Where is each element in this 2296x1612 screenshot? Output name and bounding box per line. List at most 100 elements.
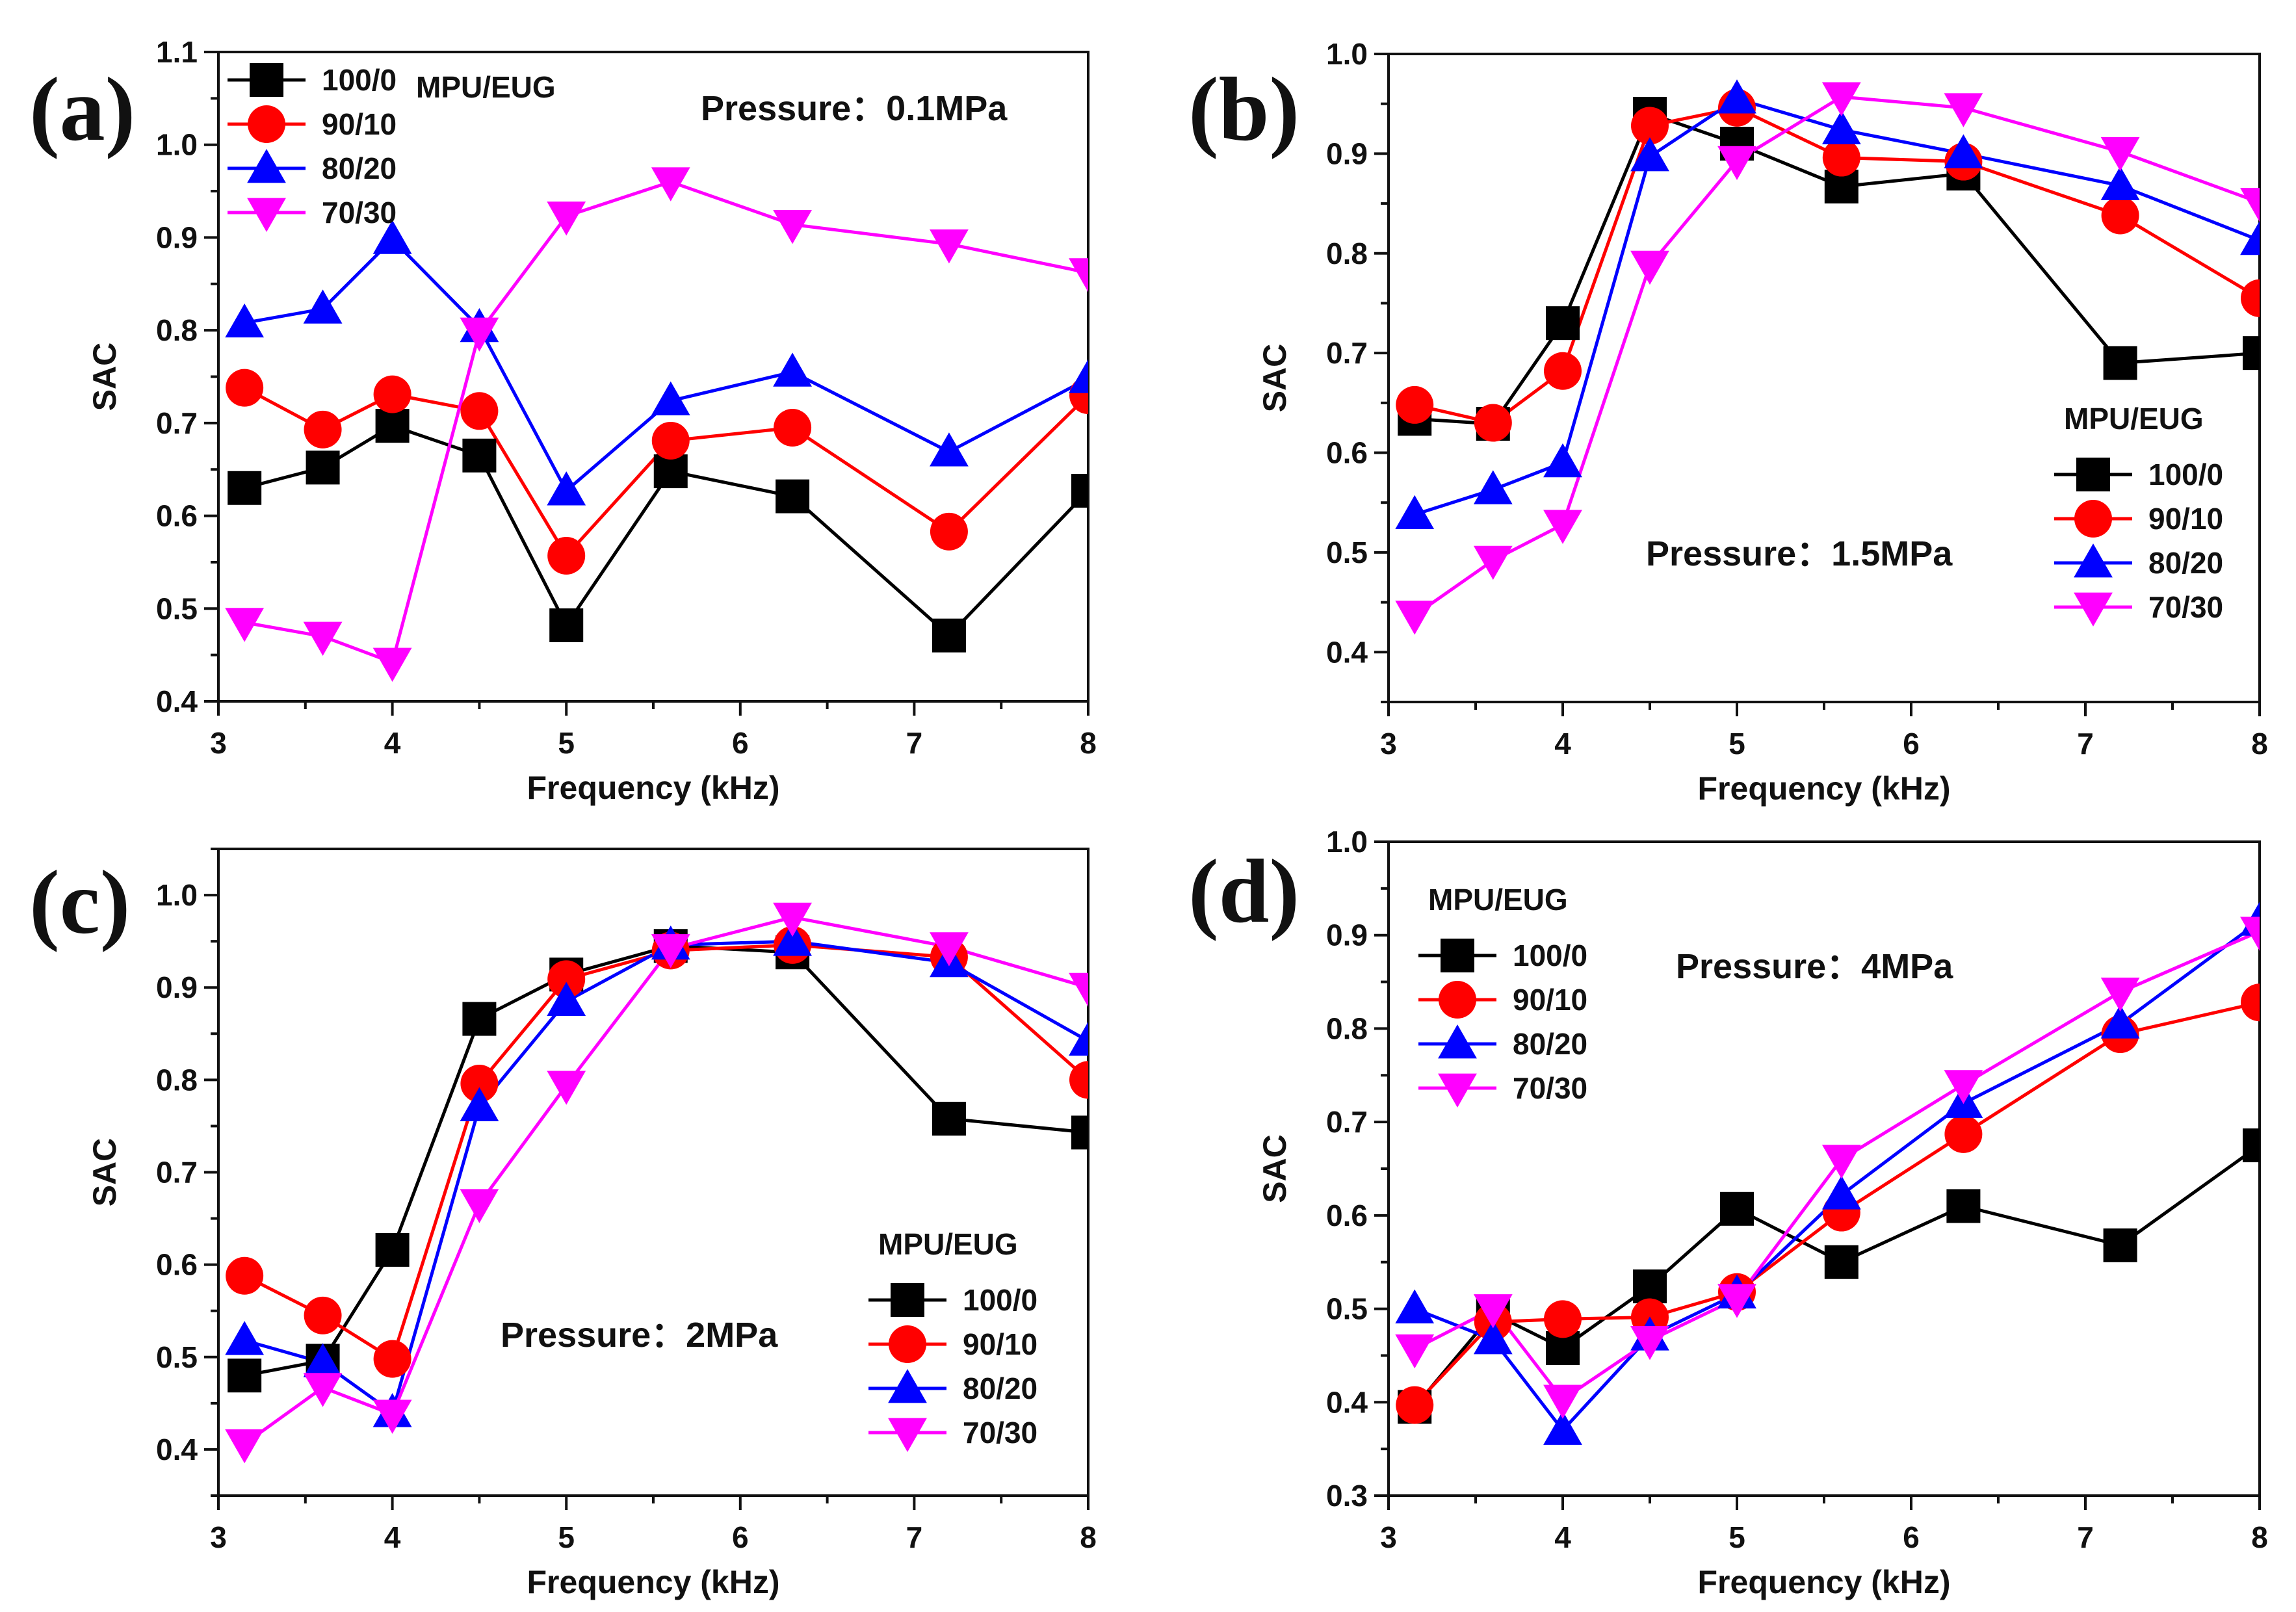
data-point-90-10 xyxy=(1544,1300,1582,1338)
legend-marker xyxy=(1441,939,1474,972)
legend-marker xyxy=(2074,543,2113,578)
legend-label: 70/30 xyxy=(1513,1071,1587,1105)
data-point-100-0 xyxy=(776,479,810,514)
legend-label: 70/30 xyxy=(963,1416,1037,1450)
legend-marker xyxy=(1439,981,1476,1019)
legend-marker xyxy=(250,63,283,97)
legend-marker xyxy=(1438,1024,1477,1059)
y-tick-label: 0.7 xyxy=(1326,336,1368,370)
x-tick-label: 6 xyxy=(1903,727,1920,760)
x-tick-label: 6 xyxy=(732,726,749,760)
data-point-80-20 xyxy=(1630,137,1669,172)
panel-label: (d) xyxy=(1188,841,1299,942)
data-point-80-20 xyxy=(372,220,412,254)
x-tick-label: 3 xyxy=(210,726,227,760)
plot-frame xyxy=(217,51,1089,703)
x-tick-label: 3 xyxy=(1380,1520,1397,1554)
data-point-80-20 xyxy=(1395,1289,1435,1323)
data-point-70-30 xyxy=(225,608,265,642)
y-axis-title: SAC xyxy=(1257,1134,1293,1203)
data-point-90-10 xyxy=(2241,983,2260,1022)
legend-marker xyxy=(889,1325,926,1363)
data-point-70-30 xyxy=(1395,1334,1435,1369)
y-tick-label: 0.7 xyxy=(156,406,198,440)
data-point-70-30 xyxy=(2240,916,2260,951)
data-point-100-0 xyxy=(2243,336,2260,370)
y-tick-label: 0.9 xyxy=(156,220,198,254)
data-point-80-20 xyxy=(2100,166,2140,200)
y-tick-label: 0.5 xyxy=(156,592,198,625)
data-point-100-0 xyxy=(1720,1191,1754,1226)
x-tick-label: 4 xyxy=(384,1520,401,1554)
data-point-70-30 xyxy=(225,1429,265,1464)
data-point-90-10 xyxy=(373,1340,411,1378)
data-point-70-30 xyxy=(773,210,812,244)
data-point-80-20 xyxy=(460,1087,499,1122)
data-point-100-0 xyxy=(1546,306,1580,341)
panel-c: 3 4 5 6 7 8 0.4 0.5 0.6 0.7 0.8 0.9 1.0 Frequency (kH… xyxy=(29,848,1097,1600)
data-point-70-30 xyxy=(547,1071,586,1105)
data-point-100-0 xyxy=(1946,1189,1981,1223)
data-point-100-0 xyxy=(1071,474,1088,508)
data-point-90-10 xyxy=(460,392,499,430)
x-tick-label: 7 xyxy=(906,1520,923,1554)
y-tick-label: 1.1 xyxy=(156,35,198,69)
data-point-90-10 xyxy=(1396,385,1434,424)
y-tick-label: 0.6 xyxy=(156,1248,198,1282)
data-point-100-0 xyxy=(462,438,497,473)
data-point-70-30 xyxy=(1944,93,1983,127)
data-point-100-0 xyxy=(462,1002,497,1036)
legend-marker xyxy=(2074,592,2113,627)
legend-marker xyxy=(891,1283,924,1317)
data-point-90-10 xyxy=(1544,352,1582,390)
legend-label: 70/30 xyxy=(2148,590,2223,624)
data-point-100-0 xyxy=(2103,346,2137,380)
data-point-80-20 xyxy=(1543,1410,1582,1445)
data-point-80-20 xyxy=(2240,220,2260,255)
data-point-100-0 xyxy=(653,454,688,489)
data-point-90-10 xyxy=(2241,279,2260,317)
data-point-100-0 xyxy=(1071,1115,1088,1150)
data-point-90-10 xyxy=(1822,138,1860,177)
data-point-70-30 xyxy=(1473,545,1513,580)
data-point-90-10 xyxy=(651,421,690,460)
series-layer xyxy=(225,902,1088,1464)
data-point-100-0 xyxy=(2103,1228,2137,1262)
data-point-100-0 xyxy=(306,450,340,485)
data-point-70-30 xyxy=(460,1189,499,1223)
legend: MPU/EUG 100/0 90/10 80/20 70/30 xyxy=(228,63,556,232)
series-line-100-0 xyxy=(244,944,1088,1377)
data-point-100-0 xyxy=(228,471,262,505)
data-point-70-30 xyxy=(651,934,690,968)
y-tick-label: 0.6 xyxy=(1326,1199,1368,1232)
y-tick-label: 0.6 xyxy=(156,499,198,533)
data-point-90-10 xyxy=(930,512,968,551)
x-tick-label: 4 xyxy=(384,726,401,760)
legend-title: MPU/EUG xyxy=(878,1227,1018,1261)
y-tick-label: 0.8 xyxy=(156,313,198,347)
y-tick-label: 1.0 xyxy=(1326,37,1368,71)
data-point-70-30 xyxy=(1543,510,1582,544)
y-axis-title: SAC xyxy=(86,1138,123,1207)
data-point-80-20 xyxy=(773,352,812,387)
panel-label: (a) xyxy=(29,59,135,160)
data-point-70-30 xyxy=(1395,601,1435,635)
x-tick-label: 8 xyxy=(2251,1520,2268,1554)
x-axis-title: Frequency (kHz) xyxy=(1698,770,1951,807)
legend-label: 90/10 xyxy=(322,107,397,141)
data-point-70-30 xyxy=(1717,1284,1756,1318)
legend-label: 80/20 xyxy=(322,151,397,185)
x-tick-label: 7 xyxy=(2077,1520,2094,1554)
data-point-100-0 xyxy=(2243,1128,2260,1163)
legend-label: 80/20 xyxy=(963,1372,1037,1405)
x-tick-label: 8 xyxy=(2251,727,2268,760)
data-point-80-20 xyxy=(773,922,812,956)
data-point-70-30 xyxy=(1821,82,1861,116)
data-point-90-10 xyxy=(304,410,342,448)
data-point-90-10 xyxy=(1069,1061,1088,1099)
y-tick-label: 0.7 xyxy=(1326,1105,1368,1139)
legend-label: 90/10 xyxy=(1513,983,1587,1017)
data-point-80-20 xyxy=(1821,110,1861,144)
data-point-70-30 xyxy=(773,902,812,937)
